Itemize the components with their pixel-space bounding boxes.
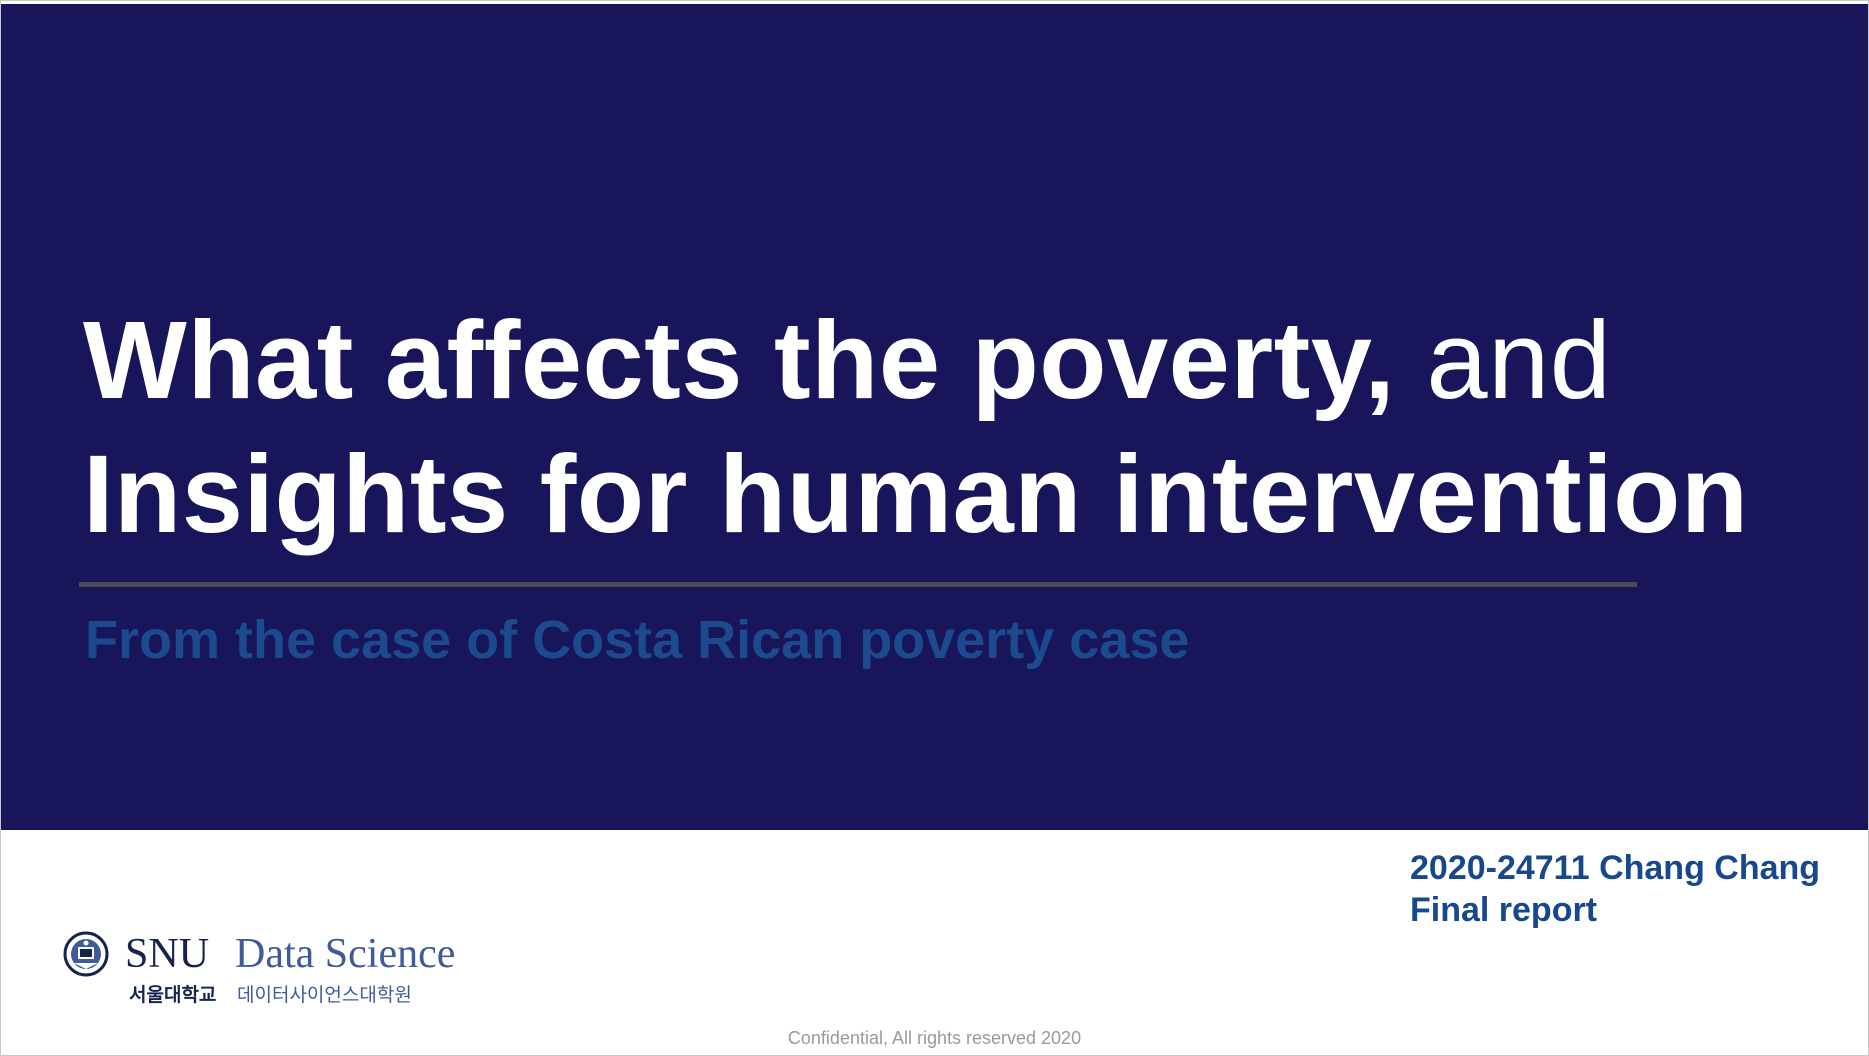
- author-id-name: 2020-24711 Chang Chang: [1410, 849, 1821, 887]
- snu-data-science-logo: SNU Data Science 서울대학교 데이터사이언스대학원: [61, 929, 481, 1009]
- slide-subtitle: From the case of Costa Rican poverty cas…: [85, 610, 1190, 670]
- logo-snu: SNU: [125, 931, 210, 977]
- title-line-1-bold: What affects the poverty,: [83, 299, 1396, 422]
- title-line-2: Insights for human intervention: [83, 433, 1749, 556]
- logo-graduate-school-korean: 데이터사이언스대학원: [237, 984, 412, 1006]
- title-divider: [79, 582, 1637, 587]
- logo-university-korean: 서울대학교: [129, 984, 217, 1006]
- snu-emblem-icon: [63, 931, 109, 977]
- slide-title: What affects the poverty, and Insights f…: [83, 294, 1843, 562]
- title-banner: [1, 4, 1868, 830]
- report-type: Final report: [1410, 891, 1598, 929]
- author-block: 2020-24711 Chang Chang Final report: [1410, 847, 1820, 931]
- title-line-1-light: and: [1395, 299, 1612, 422]
- logo-data-science: Data Science: [235, 931, 456, 977]
- confidential-footer: Confidential, All rights reserved 2020: [787, 1028, 1082, 1048]
- title-line-1: What affects the poverty, and: [83, 294, 1843, 428]
